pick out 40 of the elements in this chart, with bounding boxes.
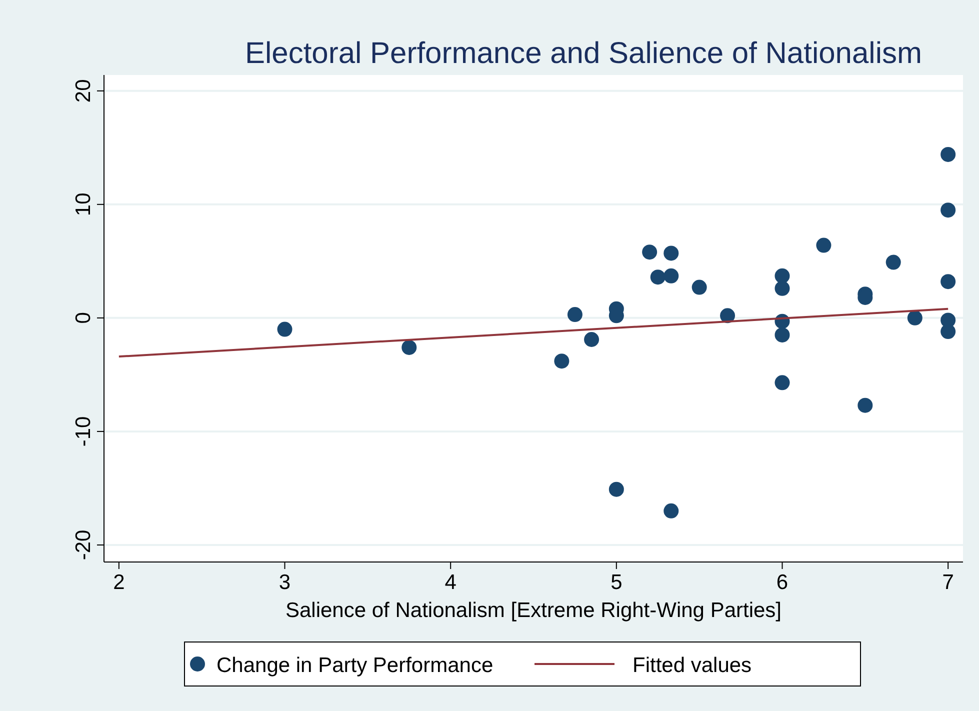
- y-tick-label: -20: [72, 530, 95, 560]
- legend-label: Fitted values: [632, 654, 752, 677]
- point: [940, 146, 956, 162]
- point: [774, 327, 790, 342]
- point: [664, 246, 679, 261]
- x-tick-label: 3: [278, 571, 291, 594]
- chart-title: Electoral Performance and Salience of Nationalism: [244, 37, 922, 70]
- point: [664, 503, 679, 518]
- point: [664, 268, 679, 284]
- point: [774, 280, 790, 296]
- y-tick-label: -10: [72, 416, 95, 447]
- point: [650, 270, 666, 285]
- y-tick-label: 20: [72, 79, 95, 103]
- y-tick-label: 10: [72, 192, 95, 216]
- point: [692, 280, 707, 295]
- point: [567, 307, 582, 322]
- point: [940, 202, 956, 218]
- point: [907, 310, 922, 326]
- y-tick-label: 0: [72, 312, 95, 324]
- point: [277, 322, 292, 337]
- point: [774, 268, 790, 284]
- x-axis-title: Salience of Nationalism [Extreme Right-Wing Parties]: [285, 599, 782, 622]
- point: [608, 482, 624, 497]
- point: [642, 244, 658, 260]
- legend-label: Change in Party Performance: [216, 654, 494, 677]
- x-tick-label: 4: [444, 571, 457, 594]
- x-tick-label: 7: [942, 571, 954, 594]
- x-tick-label: 2: [113, 571, 125, 594]
- x-tick-label: 6: [776, 571, 788, 594]
- x-tick-label: 5: [610, 571, 622, 594]
- point: [940, 324, 956, 340]
- point: [940, 274, 956, 290]
- point: [402, 340, 417, 355]
- point: [584, 332, 600, 347]
- point: [774, 375, 790, 390]
- point: [858, 398, 873, 413]
- point: [720, 308, 736, 324]
- point: [554, 354, 570, 369]
- point: [886, 254, 901, 270]
- point: [816, 238, 832, 253]
